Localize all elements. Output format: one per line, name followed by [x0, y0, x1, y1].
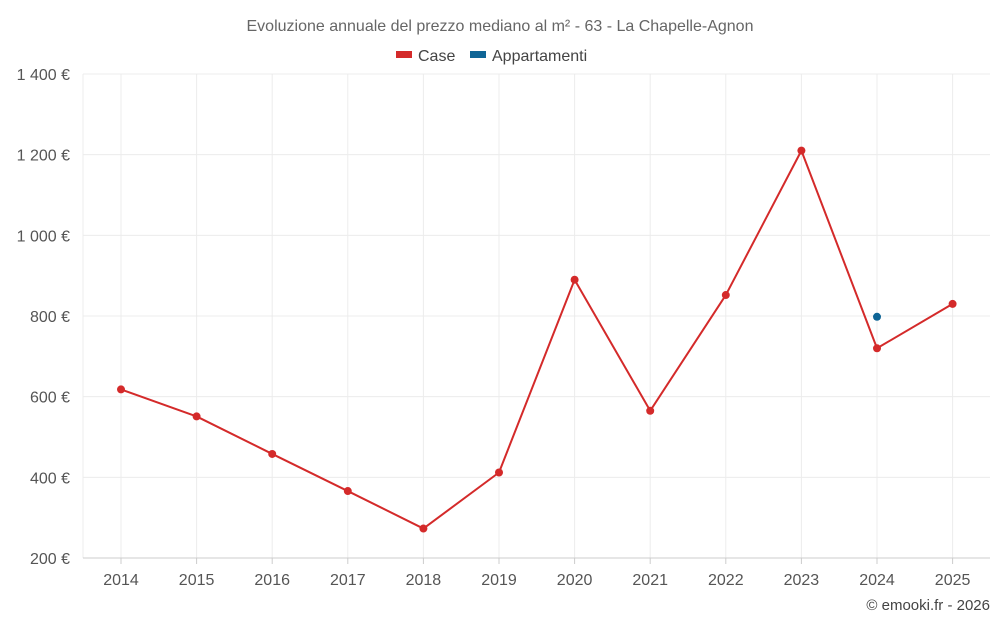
- legend-swatch: [396, 51, 412, 58]
- data-point-case: [343, 487, 352, 496]
- x-tick-label: 2016: [254, 572, 290, 589]
- chart-title: Evoluzione annuale del prezzo mediano al…: [247, 18, 754, 35]
- y-tick-label: 1 200 €: [17, 148, 70, 165]
- legend-label: Case: [418, 48, 455, 65]
- data-point-case: [646, 406, 655, 415]
- legend-label: Appartamenti: [492, 48, 587, 65]
- x-axis: 2014 2015 2016 2017 2018 2019 2020 2021 2022 2023…: [83, 557, 990, 589]
- legend-swatch: [470, 51, 486, 58]
- legend-item-case: Case: [396, 48, 455, 65]
- y-axis: 200 € 400 € 600 € 800 € 1 000 € 1 200 € 1 400 …: [17, 67, 70, 568]
- series-line-case: [120, 149, 954, 530]
- data-point-case: [948, 299, 957, 308]
- x-tick-label: 2022: [708, 572, 744, 589]
- legend-item-appartamenti: Appartamenti: [470, 48, 587, 65]
- data-point-appartamenti: [873, 312, 881, 321]
- x-tick-label: 2024: [859, 572, 895, 589]
- y-tick-label: 1 000 €: [17, 228, 70, 245]
- x-tick-label: 2018: [406, 572, 442, 589]
- data-point-case: [117, 385, 125, 394]
- x-tick-label: 2014: [103, 572, 139, 589]
- credit-text: © emooki.fr - 2026: [866, 597, 990, 614]
- grid: [82, 73, 990, 558]
- y-tick-label: 1 400 €: [17, 67, 70, 84]
- x-tick-label: 2025: [935, 572, 971, 589]
- legend: Case Appartamenti: [396, 48, 587, 65]
- data-point-case: [797, 146, 806, 155]
- x-tick-label: 2019: [481, 572, 517, 589]
- y-tick-label: 600 €: [30, 390, 70, 407]
- x-tick-label: 2017: [330, 572, 366, 589]
- data-point-case: [570, 275, 579, 284]
- y-tick-label: 400 €: [30, 470, 70, 487]
- x-tick-label: 2020: [557, 572, 593, 589]
- x-tick-label: 2021: [632, 572, 668, 589]
- x-tick-label: 2023: [784, 572, 820, 589]
- data-point-case: [873, 344, 881, 353]
- y-tick-label: 800 €: [30, 309, 70, 326]
- x-tick-label: 2015: [179, 572, 215, 589]
- plot-area: [117, 146, 957, 533]
- y-tick-label: 200 €: [30, 551, 70, 568]
- data-point-case: [495, 468, 503, 477]
- data-point-case: [721, 291, 730, 300]
- data-point-case: [192, 412, 201, 421]
- data-point-case: [268, 449, 277, 458]
- data-point-case: [419, 524, 428, 533]
